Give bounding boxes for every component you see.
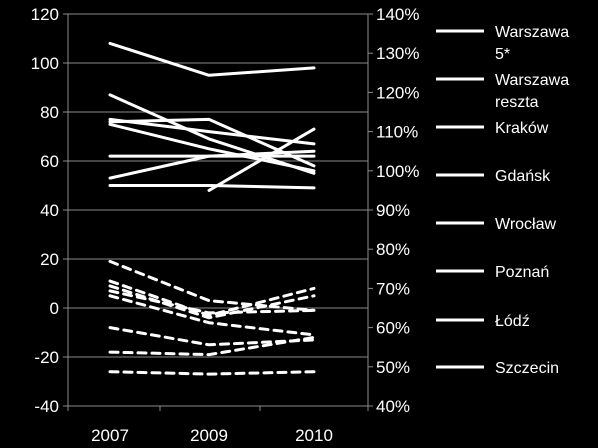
dashed-series-8 bbox=[108, 370, 316, 376]
left-tick-label: 80 bbox=[40, 103, 59, 122]
dashed-series bbox=[108, 259, 316, 376]
legend-label: Warszawa bbox=[495, 72, 569, 89]
legend-entry: Kraków bbox=[436, 120, 549, 137]
legend-label: Kraków bbox=[495, 120, 549, 137]
solid-series-3 bbox=[108, 117, 316, 146]
dashed-series-6 bbox=[108, 326, 316, 347]
legend-entry: Poznań bbox=[436, 264, 549, 281]
dashed-series-2 bbox=[108, 279, 316, 317]
legend: Warszawa 5* Warszawa reszta Kraków Gdańsk Wroc… bbox=[436, 24, 569, 377]
left-tick-label: 100 bbox=[31, 54, 59, 73]
x-tick-label: 2007 bbox=[91, 426, 129, 445]
legend-label: Łódź bbox=[495, 313, 530, 330]
gridlines bbox=[68, 13, 368, 358]
solid-series-4 bbox=[108, 117, 316, 168]
legend-label: Wrocław bbox=[495, 216, 556, 233]
legend-label: Warszawa bbox=[495, 24, 569, 41]
right-tick-label: 60% bbox=[376, 319, 410, 338]
left-tick-label: 40 bbox=[40, 201, 59, 220]
right-tick-label: 140% bbox=[376, 5, 419, 24]
solid-series-8 bbox=[108, 184, 316, 190]
legend-entry: Gdańsk bbox=[436, 168, 551, 185]
legend-entry: Warszawa 5* bbox=[436, 24, 569, 63]
solid-series bbox=[108, 41, 316, 192]
x-axis-ticks: 2007 2009 2010 bbox=[91, 426, 333, 445]
x-tick-label: 2009 bbox=[190, 426, 228, 445]
dashed-series-4 bbox=[108, 289, 316, 315]
right-tick-label: 80% bbox=[376, 240, 410, 259]
solid-series-9 bbox=[207, 127, 316, 192]
solid-series-7 bbox=[108, 149, 316, 180]
right-tick-label: 70% bbox=[376, 279, 410, 298]
right-tick-label: 90% bbox=[376, 201, 410, 220]
axes bbox=[63, 13, 373, 411]
right-tick-label: 40% bbox=[376, 397, 410, 416]
right-axis-ticks: 40% 50% 60% 70% 80% 90% 100% 110% 120% 130% 140% bbox=[376, 5, 419, 416]
solid-series-5 bbox=[108, 122, 316, 173]
legend-entry: Szczecin bbox=[436, 360, 559, 377]
dashed-series-3 bbox=[108, 284, 316, 320]
right-tick-label: 100% bbox=[376, 162, 419, 181]
left-axis-ticks: -40 -20 0 20 40 60 80 100 120 bbox=[31, 5, 59, 416]
solid-series-2 bbox=[108, 93, 316, 175]
right-tick-label: 130% bbox=[376, 44, 419, 63]
left-tick-label: 20 bbox=[40, 250, 59, 269]
right-tick-label: 110% bbox=[376, 123, 418, 142]
dashed-series-7 bbox=[108, 335, 316, 357]
left-tick-label: 120 bbox=[31, 5, 59, 24]
legend-label: Poznań bbox=[495, 264, 549, 281]
legend-label: Gdańsk bbox=[495, 168, 551, 185]
left-tick-label: 0 bbox=[50, 299, 59, 318]
dashed-series-1 bbox=[108, 259, 316, 312]
left-tick-label: 60 bbox=[40, 152, 59, 171]
left-tick-label: -20 bbox=[34, 348, 59, 367]
legend-label: 5* bbox=[495, 46, 510, 63]
left-tick-label: -40 bbox=[34, 397, 59, 416]
legend-label: Szczecin bbox=[495, 360, 559, 377]
legend-label: reszta bbox=[495, 94, 539, 111]
solid-series-1 bbox=[108, 41, 316, 77]
legend-entry: Warszawa reszta bbox=[436, 72, 569, 111]
right-tick-label: 120% bbox=[376, 83, 419, 102]
legend-entry: Wrocław bbox=[436, 216, 556, 233]
x-tick-label: 2010 bbox=[295, 426, 333, 445]
legend-entry: Łódź bbox=[436, 313, 530, 330]
right-tick-label: 50% bbox=[376, 358, 410, 377]
dashed-series-5 bbox=[108, 294, 316, 337]
